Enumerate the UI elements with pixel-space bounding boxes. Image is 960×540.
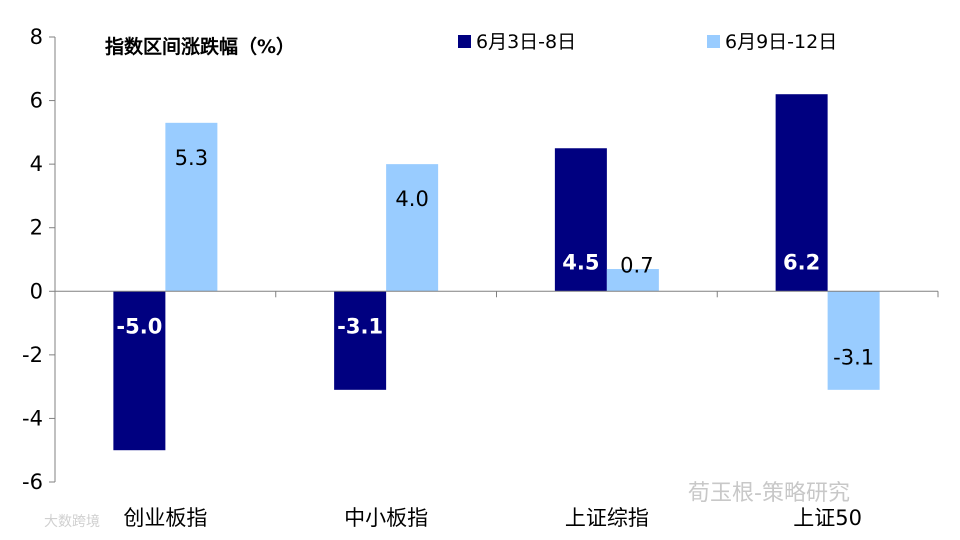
legend-swatch-series-1 [458,35,471,48]
data-label: 4.0 [395,187,428,211]
watermark: 荀玉根-策略研究 大数跨境 [44,481,850,530]
data-label: 0.7 [620,253,653,277]
legend-swatch-series-2 [707,35,720,48]
x-tick-label: 上证综指 [565,506,649,530]
legend-label-series-1: 6月3日-8日 [476,31,576,53]
bar [165,122,218,292]
x-tick-label: 中小板指 [344,506,428,530]
bar [606,269,659,292]
bar [386,164,439,292]
y-tick-label: 8 [30,25,43,49]
data-label: 6.2 [783,250,820,274]
bar [113,291,166,451]
y-tick-label: -2 [22,343,43,367]
data-label: 5.3 [175,146,208,170]
x-axis: 创业板指 中小板指 上证综指 上证50 [54,290,939,530]
watermark-main: 荀玉根-策略研究 [688,481,850,506]
y-tick-label: -6 [22,470,43,494]
y-axis: -6 -4 -2 0 2 4 6 8 [22,25,56,494]
y-tick-label: 6 [30,89,43,113]
legend-label-series-2: 6月9日-12日 [725,31,837,53]
watermark-corner: 大数跨境 [44,514,100,530]
y-tick-label: 2 [30,216,43,240]
bar [554,148,607,292]
y-tick-label: -4 [22,406,43,430]
bar [775,94,828,292]
bar [334,291,387,390]
y-tick-label: 0 [30,279,43,303]
chart-title: 指数区间涨跌幅（%） [105,35,295,58]
data-label: -5.0 [116,314,162,338]
data-label: 4.5 [562,250,599,274]
bar [827,291,880,390]
data-label: -3.1 [337,314,383,338]
x-tick-label: 创业板指 [123,506,207,530]
bars [113,94,880,451]
y-tick-label: 4 [30,152,43,176]
x-tick-label: 上证50 [793,506,862,530]
data-label: -3.1 [833,345,874,369]
data-labels: -5.0 5.3 -3.1 4.0 4.5 0.7 6.2 -3.1 [116,146,874,369]
legend: 6月3日-8日 6月9日-12日 [458,31,837,53]
